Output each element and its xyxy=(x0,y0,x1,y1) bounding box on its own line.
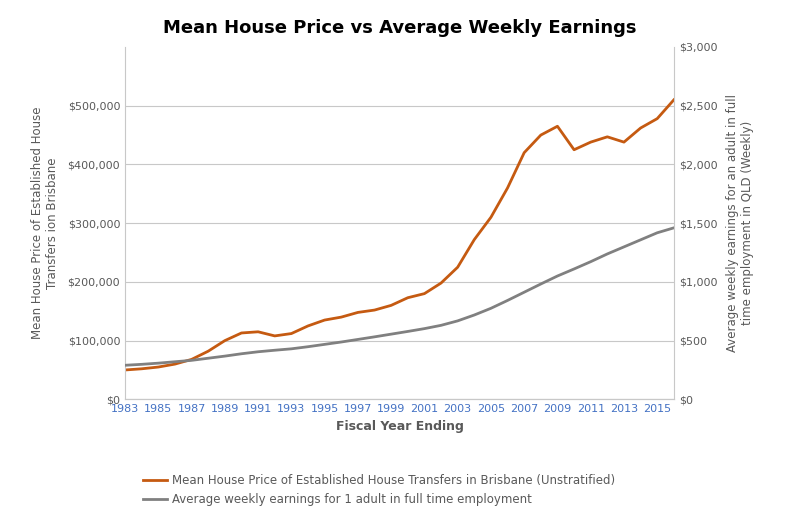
Average weekly earnings for 1 adult in full time employment xyxy=(586,258,596,265)
Y-axis label: Average weekly earnings for an adult in full
time employment in QLD (Weekly): Average weekly earnings for an adult in … xyxy=(725,94,754,352)
Average weekly earnings for 1 adult in full time employment xyxy=(420,326,429,332)
Average weekly earnings for 1 adult in full time employment xyxy=(220,353,230,359)
Mean House Price of Established House Transfers in Brisbane (Unstratified) xyxy=(236,330,246,336)
Average weekly earnings for 1 adult in full time employment xyxy=(453,318,462,324)
Mean House Price of Established House Transfers in Brisbane (Unstratified) xyxy=(253,329,263,335)
Mean House Price of Established House Transfers in Brisbane (Unstratified) xyxy=(619,139,629,145)
Mean House Price of Established House Transfers in Brisbane (Unstratified) xyxy=(486,214,495,220)
Title: Mean House Price vs Average Weekly Earnings: Mean House Price vs Average Weekly Earni… xyxy=(163,19,636,37)
Mean House Price of Established House Transfers in Brisbane (Unstratified) xyxy=(370,307,379,313)
Mean House Price of Established House Transfers in Brisbane (Unstratified) xyxy=(320,317,329,323)
Average weekly earnings for 1 adult in full time employment xyxy=(120,362,130,369)
Mean House Price of Established House Transfers in Brisbane (Unstratified) xyxy=(286,330,296,337)
Mean House Price of Established House Transfers in Brisbane (Unstratified) xyxy=(220,338,230,344)
Mean House Price of Established House Transfers in Brisbane (Unstratified) xyxy=(403,294,412,301)
Average weekly earnings for 1 adult in full time employment xyxy=(303,343,313,350)
Average weekly earnings for 1 adult in full time employment xyxy=(170,359,180,365)
Average weekly earnings for 1 adult in full time employment xyxy=(520,289,529,295)
Average weekly earnings for 1 adult in full time employment xyxy=(569,266,579,272)
Mean House Price of Established House Transfers in Brisbane (Unstratified) xyxy=(652,115,662,122)
Average weekly earnings for 1 adult in full time employment xyxy=(286,346,296,352)
Average weekly earnings for 1 adult in full time employment xyxy=(403,328,412,335)
Mean House Price of Established House Transfers in Brisbane (Unstratified) xyxy=(203,348,213,354)
Mean House Price of Established House Transfers in Brisbane (Unstratified) xyxy=(120,367,130,373)
Average weekly earnings for 1 adult in full time employment xyxy=(236,351,246,357)
Mean House Price of Established House Transfers in Brisbane (Unstratified) xyxy=(470,236,479,243)
Mean House Price of Established House Transfers in Brisbane (Unstratified) xyxy=(170,361,180,367)
Average weekly earnings for 1 adult in full time employment xyxy=(536,281,546,287)
Mean House Price of Established House Transfers in Brisbane (Unstratified) xyxy=(669,97,679,103)
Mean House Price of Established House Transfers in Brisbane (Unstratified) xyxy=(569,147,579,153)
Average weekly earnings for 1 adult in full time employment xyxy=(320,341,329,348)
Average weekly earnings for 1 adult in full time employment xyxy=(669,224,679,231)
Average weekly earnings for 1 adult in full time employment xyxy=(437,322,446,328)
Mean House Price of Established House Transfers in Brisbane (Unstratified) xyxy=(353,309,362,315)
Mean House Price of Established House Transfers in Brisbane (Unstratified) xyxy=(503,185,512,191)
Mean House Price of Established House Transfers in Brisbane (Unstratified) xyxy=(337,314,346,321)
Y-axis label: Mean House Price of Established House
Transfers ion Brisbane: Mean House Price of Established House Tr… xyxy=(31,107,59,339)
Average weekly earnings for 1 adult in full time employment xyxy=(137,361,147,367)
Average weekly earnings for 1 adult in full time employment xyxy=(337,339,346,345)
Average weekly earnings for 1 adult in full time employment xyxy=(387,331,396,337)
Average weekly earnings for 1 adult in full time employment xyxy=(470,312,479,318)
Mean House Price of Established House Transfers in Brisbane (Unstratified) xyxy=(186,357,196,363)
Mean House Price of Established House Transfers in Brisbane (Unstratified) xyxy=(453,264,462,270)
Average weekly earnings for 1 adult in full time employment xyxy=(652,230,662,236)
Legend: Mean House Price of Established House Transfers in Brisbane (Unstratified), Aver: Mean House Price of Established House Tr… xyxy=(138,469,621,511)
Mean House Price of Established House Transfers in Brisbane (Unstratified) xyxy=(437,280,446,286)
Mean House Price of Established House Transfers in Brisbane (Unstratified) xyxy=(636,125,646,131)
Mean House Price of Established House Transfers in Brisbane (Unstratified) xyxy=(137,365,147,372)
Average weekly earnings for 1 adult in full time employment xyxy=(553,273,562,279)
Mean House Price of Established House Transfers in Brisbane (Unstratified) xyxy=(303,323,313,329)
Mean House Price of Established House Transfers in Brisbane (Unstratified) xyxy=(153,364,163,370)
Average weekly earnings for 1 adult in full time employment xyxy=(603,251,613,257)
Mean House Price of Established House Transfers in Brisbane (Unstratified) xyxy=(270,333,279,339)
Line: Mean House Price of Established House Transfers in Brisbane (Unstratified): Mean House Price of Established House Tr… xyxy=(125,100,674,370)
Mean House Price of Established House Transfers in Brisbane (Unstratified) xyxy=(586,139,596,145)
Mean House Price of Established House Transfers in Brisbane (Unstratified) xyxy=(536,132,546,138)
Average weekly earnings for 1 adult in full time employment xyxy=(270,347,279,353)
Mean House Price of Established House Transfers in Brisbane (Unstratified) xyxy=(553,123,562,129)
Average weekly earnings for 1 adult in full time employment xyxy=(153,360,163,366)
Average weekly earnings for 1 adult in full time employment xyxy=(203,355,213,361)
Average weekly earnings for 1 adult in full time employment xyxy=(353,336,362,342)
Average weekly earnings for 1 adult in full time employment xyxy=(370,334,379,340)
Mean House Price of Established House Transfers in Brisbane (Unstratified) xyxy=(387,302,396,309)
Line: Average weekly earnings for 1 adult in full time employment: Average weekly earnings for 1 adult in f… xyxy=(125,228,674,365)
Average weekly earnings for 1 adult in full time employment xyxy=(486,305,495,312)
Average weekly earnings for 1 adult in full time employment xyxy=(253,349,263,355)
Mean House Price of Established House Transfers in Brisbane (Unstratified) xyxy=(603,134,613,140)
Average weekly earnings for 1 adult in full time employment xyxy=(186,357,196,363)
Average weekly earnings for 1 adult in full time employment xyxy=(619,244,629,250)
Average weekly earnings for 1 adult in full time employment xyxy=(503,298,512,304)
Mean House Price of Established House Transfers in Brisbane (Unstratified) xyxy=(420,290,429,296)
X-axis label: Fiscal Year Ending: Fiscal Year Ending xyxy=(336,420,463,433)
Mean House Price of Established House Transfers in Brisbane (Unstratified) xyxy=(520,150,529,156)
Average weekly earnings for 1 adult in full time employment xyxy=(636,236,646,243)
